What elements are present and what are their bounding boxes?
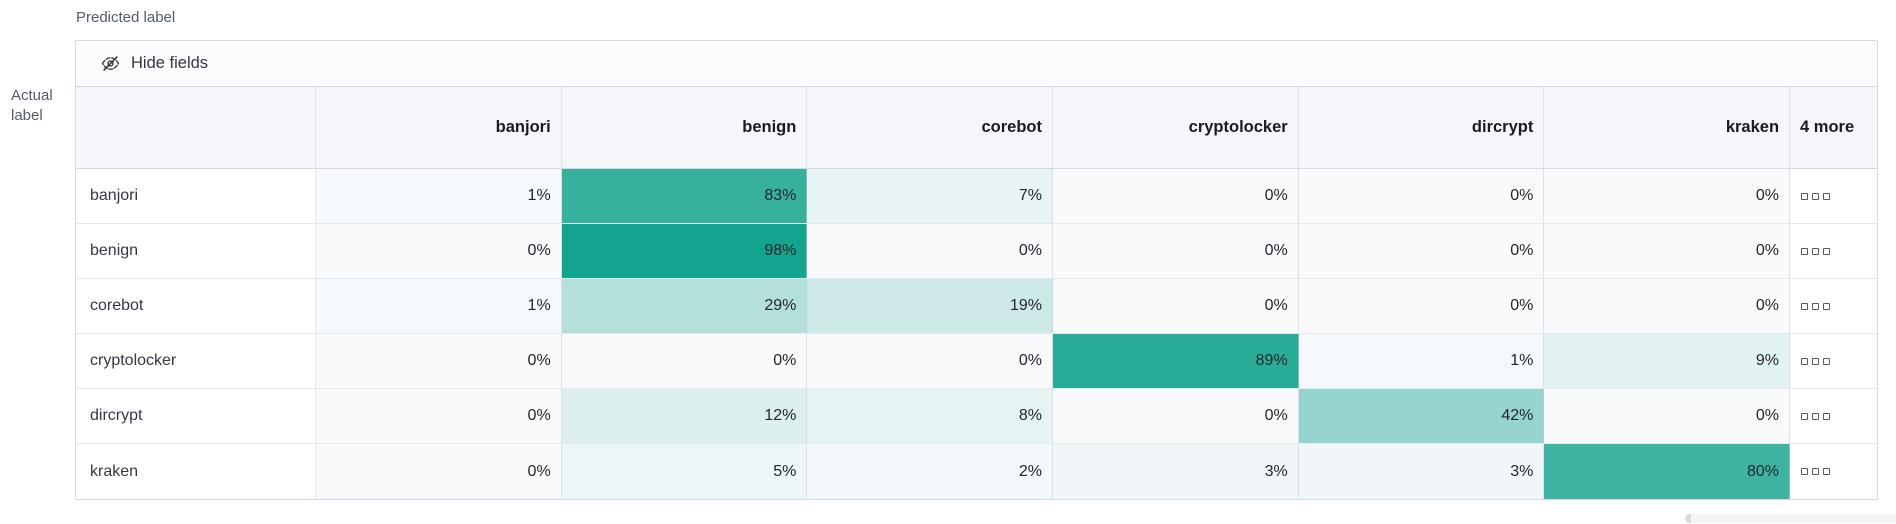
hidden-columns-cell[interactable] <box>1790 389 1878 443</box>
grid-body: banjori 1% 83% 7% 0% 0% 0% benign 0% 98% 0% 0% 0% 0% c… <box>76 169 1878 499</box>
mini-cell-square-icon <box>1801 247 1809 255</box>
table-row: kraken 0% 5% 2% 3% 3% 80% <box>76 444 1878 499</box>
horizontal-scrollbar-thumb[interactable] <box>1685 514 1896 523</box>
cell-dircrypt-benign[interactable]: 12% <box>561 389 808 443</box>
predicted-axis-label: Predicted label <box>76 9 176 26</box>
cell-cryptolocker-cryptolocker[interactable]: 89% <box>1053 334 1299 388</box>
table-row: banjori 1% 83% 7% 0% 0% 0% <box>76 169 1878 224</box>
cell-dircrypt-dircrypt[interactable]: 42% <box>1298 389 1545 443</box>
table-row: benign 0% 98% 0% 0% 0% 0% <box>76 224 1878 279</box>
cell-banjori-dircrypt[interactable]: 0% <box>1298 169 1545 223</box>
row-label-kraken[interactable]: kraken <box>76 444 316 499</box>
hidden-columns-cell[interactable] <box>1790 444 1878 499</box>
column-header-kraken[interactable]: kraken <box>1544 87 1791 168</box>
row-label-dircrypt[interactable]: dircrypt <box>76 389 316 443</box>
mini-cell-square-icon <box>1812 357 1820 365</box>
hidden-columns-cell[interactable] <box>1790 279 1878 333</box>
mini-cell-square-icon <box>1812 468 1820 475</box>
cell-benign-banjori[interactable]: 0% <box>316 224 562 278</box>
mini-cell-square-icon <box>1823 412 1831 420</box>
hide-fields-label: Hide fields <box>131 54 209 72</box>
actual-axis-label-line1: Actual <box>11 87 53 104</box>
cell-dircrypt-kraken[interactable]: 0% <box>1544 389 1791 443</box>
cell-banjori-banjori[interactable]: 1% <box>316 169 562 223</box>
corner-cell <box>76 87 316 168</box>
column-header-dircrypt[interactable]: dircrypt <box>1299 87 1545 168</box>
column-header-benign[interactable]: benign <box>562 87 808 168</box>
mini-cell-square-icon <box>1812 247 1820 255</box>
cell-corebot-corebot[interactable]: 19% <box>807 279 1054 333</box>
cell-kraken-corebot[interactable]: 2% <box>807 444 1054 499</box>
cell-banjori-corebot[interactable]: 7% <box>807 169 1054 223</box>
cell-corebot-dircrypt[interactable]: 0% <box>1298 279 1545 333</box>
cell-kraken-dircrypt[interactable]: 3% <box>1298 444 1545 499</box>
mini-cell-square-icon <box>1801 412 1809 420</box>
cell-corebot-banjori[interactable]: 1% <box>316 279 562 333</box>
mini-cell-square-icon <box>1801 468 1809 475</box>
column-header-banjori[interactable]: banjori <box>316 87 562 168</box>
row-label-banjori[interactable]: banjori <box>76 169 316 223</box>
cell-banjori-cryptolocker[interactable]: 0% <box>1053 169 1299 223</box>
grid-toolbar: Hide fields <box>76 41 1877 87</box>
eye-closed-icon <box>101 54 120 73</box>
hidden-columns-cell[interactable] <box>1790 224 1878 278</box>
cell-dircrypt-cryptolocker[interactable]: 0% <box>1053 389 1299 443</box>
cell-cryptolocker-benign[interactable]: 0% <box>561 334 808 388</box>
cell-corebot-kraken[interactable]: 0% <box>1544 279 1791 333</box>
mini-cell-square-icon <box>1801 192 1809 200</box>
mini-cell-square-icon <box>1823 357 1831 365</box>
mini-cell-square-icon <box>1812 302 1820 310</box>
cell-banjori-benign[interactable]: 83% <box>561 169 808 223</box>
table-row: cryptolocker 0% 0% 0% 89% 1% 9% <box>76 334 1878 389</box>
hidden-columns-cell[interactable] <box>1790 334 1878 388</box>
mini-cell-square-icon <box>1823 247 1831 255</box>
cell-benign-corebot[interactable]: 0% <box>807 224 1054 278</box>
cell-kraken-cryptolocker[interactable]: 3% <box>1053 444 1299 499</box>
cell-kraken-benign[interactable]: 5% <box>561 444 808 499</box>
cell-benign-dircrypt[interactable]: 0% <box>1298 224 1545 278</box>
row-label-benign[interactable]: benign <box>76 224 316 278</box>
cell-cryptolocker-corebot[interactable]: 0% <box>807 334 1054 388</box>
cell-banjori-kraken[interactable]: 0% <box>1544 169 1791 223</box>
cell-cryptolocker-banjori[interactable]: 0% <box>316 334 562 388</box>
mini-cell-square-icon <box>1823 302 1831 310</box>
cell-corebot-benign[interactable]: 29% <box>561 279 808 333</box>
row-label-cryptolocker[interactable]: cryptolocker <box>76 334 316 388</box>
hide-fields-button[interactable]: Hide fields <box>101 54 208 73</box>
column-header-corebot[interactable]: corebot <box>807 87 1054 168</box>
actual-axis-label-line2: label <box>11 107 43 124</box>
more-columns-header[interactable]: 4 more <box>1800 118 1855 136</box>
mini-cell-square-icon <box>1823 468 1831 475</box>
cell-cryptolocker-kraken[interactable]: 9% <box>1544 334 1791 388</box>
table-row: corebot 1% 29% 19% 0% 0% 0% <box>76 279 1878 334</box>
cell-benign-cryptolocker[interactable]: 0% <box>1053 224 1299 278</box>
hidden-columns-cell[interactable] <box>1790 169 1878 223</box>
mini-cell-square-icon <box>1801 357 1809 365</box>
actual-axis-label: Actual label <box>11 86 65 126</box>
mini-cell-square-icon <box>1812 192 1820 200</box>
column-header-row: banjori benign corebot cryptolocker dircrypt… <box>76 87 1877 169</box>
cell-corebot-cryptolocker[interactable]: 0% <box>1053 279 1299 333</box>
cell-cryptolocker-dircrypt[interactable]: 1% <box>1298 334 1545 388</box>
row-label-corebot[interactable]: corebot <box>76 279 316 333</box>
cell-benign-benign[interactable]: 98% <box>561 224 808 278</box>
mini-cell-square-icon <box>1801 302 1809 310</box>
confusion-matrix-grid: Hide fields banjori benign corebot cryptolo… <box>75 40 1878 500</box>
cell-kraken-banjori[interactable]: 0% <box>316 444 562 499</box>
cell-dircrypt-banjori[interactable]: 0% <box>316 389 562 443</box>
cell-dircrypt-corebot[interactable]: 8% <box>807 389 1054 443</box>
mini-cell-square-icon <box>1812 412 1820 420</box>
mini-cell-square-icon <box>1823 192 1831 200</box>
table-row: dircrypt 0% 12% 8% 0% 42% 0% <box>76 389 1878 444</box>
cell-benign-kraken[interactable]: 0% <box>1544 224 1791 278</box>
column-header-cryptolocker[interactable]: cryptolocker <box>1053 87 1299 168</box>
cell-kraken-kraken[interactable]: 80% <box>1544 444 1791 499</box>
